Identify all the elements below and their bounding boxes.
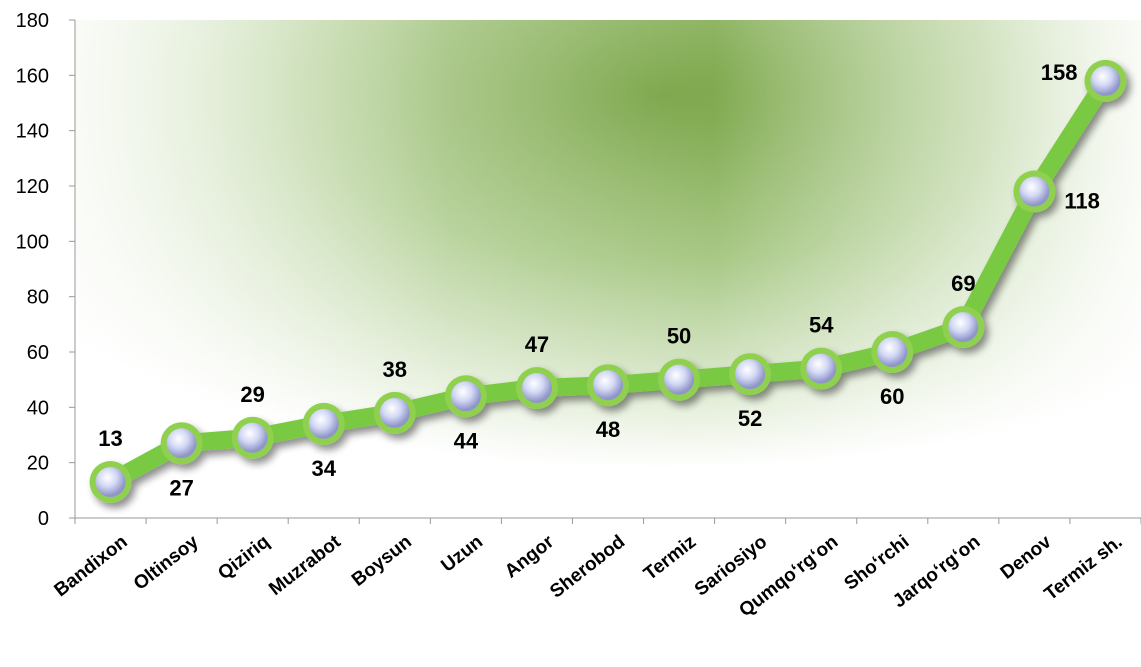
data-label: 52: [738, 406, 762, 431]
y-axis: 0 20 40 60 80 100 120 140 160 180: [16, 10, 76, 530]
x-tick-label: Sherobod: [546, 531, 629, 602]
data-label: 118: [1064, 189, 1100, 214]
y-tick-label: 100: [16, 231, 49, 253]
data-point: [1090, 65, 1121, 96]
data-label: 54: [809, 313, 834, 338]
data-point: [735, 359, 766, 390]
series-line: [89, 59, 1127, 504]
data-label: 38: [383, 357, 407, 382]
data-point: [237, 422, 268, 453]
x-tick-label: Denov: [997, 531, 1056, 584]
x-tick-label: Qiziriq: [214, 531, 274, 584]
x-tick-label: Muzrabot: [265, 531, 345, 600]
y-tick-label: 60: [27, 342, 49, 364]
y-tick-label: 120: [16, 176, 49, 198]
data-point: [948, 312, 979, 343]
x-tick-label: Boysun: [348, 531, 416, 590]
data-point: [166, 428, 197, 459]
y-tick-label: 160: [16, 65, 49, 87]
data-label: 50: [667, 324, 691, 349]
data-label: 47: [525, 332, 549, 357]
data-point: [806, 353, 837, 384]
data-point: [308, 408, 339, 439]
x-tick-label: Angor: [501, 531, 558, 582]
x-tick-label: Uzun: [437, 531, 487, 576]
x-tick-label: Termiz: [640, 531, 700, 584]
data-label: 29: [240, 382, 264, 407]
data-label: 158: [1041, 60, 1078, 85]
data-point: [1019, 176, 1050, 207]
x-tick-label: Oltinsoy: [130, 531, 203, 595]
y-tick-label: 40: [27, 397, 49, 419]
data-label: 69: [951, 271, 975, 296]
y-tick-label: 80: [27, 287, 49, 309]
y-tick-label: 0: [38, 508, 49, 530]
data-point: [379, 397, 410, 428]
x-tick-label: Termiz sh.: [1041, 531, 1127, 605]
y-tick-label: 140: [16, 121, 49, 143]
x-tick-label: Bandixon: [50, 531, 131, 601]
data-point: [521, 372, 552, 403]
data-labels: 13 27 29 34 38 44 47 48 50 52 54 60 69 118 158: [98, 60, 1100, 500]
y-tick-label: 20: [27, 453, 49, 475]
data-point: [95, 467, 126, 498]
y-tick-label: 180: [16, 10, 49, 32]
data-label: 13: [98, 426, 122, 451]
data-label: 48: [596, 417, 620, 442]
data-label: 27: [169, 475, 193, 500]
data-label: 34: [311, 456, 336, 481]
data-point: [593, 370, 623, 401]
data-point: [664, 364, 695, 395]
data-point: [450, 381, 481, 412]
data-label: 44: [454, 428, 479, 453]
data-label: 60: [880, 384, 904, 409]
data-point: [877, 337, 908, 367]
